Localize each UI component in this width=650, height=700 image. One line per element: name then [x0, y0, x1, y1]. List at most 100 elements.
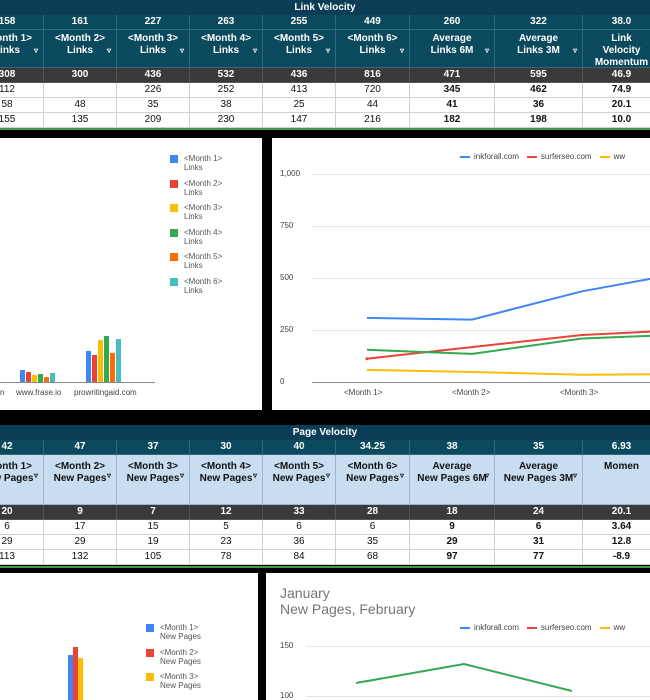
table-cell[interactable]: 29	[410, 535, 495, 550]
legend-item[interactable]: surferseo.com	[519, 623, 592, 632]
table-cell[interactable]: 48	[44, 98, 117, 113]
bar-mark[interactable]	[116, 338, 121, 382]
series-line[interactable]	[366, 368, 650, 376]
summary-cell[interactable]: 322	[495, 15, 583, 30]
column-header[interactable]: Average Links 3M ▿	[495, 30, 583, 68]
pages-bar-chart[interactable]: <Month 1> New Pages <Month 2> New Pages <Mon…	[0, 573, 258, 700]
table-cell[interactable]: 155	[0, 113, 44, 128]
summary-cell[interactable]: 38.0	[583, 15, 650, 30]
table-cell[interactable]: 720	[336, 83, 410, 98]
table-cell[interactable]: 113	[0, 550, 44, 565]
average-cell[interactable]: 18	[410, 505, 495, 520]
bar-mark[interactable]	[110, 352, 115, 382]
filter-icon[interactable]: ▿	[252, 471, 257, 480]
table-cell[interactable]: 36	[263, 535, 336, 550]
average-cell[interactable]: 308	[0, 68, 44, 83]
pages-line-chart[interactable]: January New Pages, February inkforall.co…	[266, 573, 650, 700]
table-cell[interactable]: 35	[336, 535, 410, 550]
column-header[interactable]: Average Links 6M ▿	[410, 30, 495, 68]
table-cell[interactable]: 230	[190, 113, 263, 128]
table-cell[interactable]: 209	[117, 113, 190, 128]
links-bar-chart[interactable]: <Month 1> Links <Month 2> Links <Month 3> Lin…	[0, 138, 262, 410]
filter-icon[interactable]: ▿	[33, 471, 38, 480]
summary-cell[interactable]: 227	[117, 15, 190, 30]
average-cell[interactable]: 20	[0, 505, 44, 520]
summary-cell[interactable]: 34.25	[336, 440, 410, 455]
filter-icon[interactable]: ▿	[179, 471, 184, 480]
filter-icon[interactable]: ▿	[572, 46, 577, 55]
table-cell[interactable]: 105	[117, 550, 190, 565]
average-cell[interactable]: 20.1	[583, 505, 650, 520]
summary-cell[interactable]: 47	[44, 440, 117, 455]
legend-item[interactable]: <Month 6> Links	[184, 277, 222, 295]
legend-item[interactable]: <Month 5> Links	[184, 252, 222, 270]
legend-item[interactable]: <Month 2> New Pages	[160, 648, 201, 666]
table-cell[interactable]: 132	[44, 550, 117, 565]
column-header[interactable]: <Month 4> New Pages ▿	[190, 455, 263, 505]
column-header[interactable]: <Month 3> Links ▿	[117, 30, 190, 68]
table-cell[interactable]: 112	[0, 83, 44, 98]
column-header[interactable]: Link Velocity Momentum	[583, 30, 650, 68]
average-cell[interactable]: 471	[410, 68, 495, 83]
filter-icon[interactable]: ▿	[106, 46, 111, 55]
table-cell[interactable]: 29	[0, 535, 44, 550]
bar-mark[interactable]	[104, 336, 109, 382]
average-cell[interactable]: 7	[117, 505, 190, 520]
column-header[interactable]: Average New Pages 6M ▿	[410, 455, 495, 505]
column-header[interactable]: <Month 2> New Pages ▿	[44, 455, 117, 505]
table-cell[interactable]: 226	[117, 83, 190, 98]
summary-cell[interactable]: 260	[410, 15, 495, 30]
average-cell[interactable]: 436	[117, 68, 190, 83]
table-cell[interactable]: 216	[336, 113, 410, 128]
filter-icon[interactable]: ▿	[106, 471, 111, 480]
average-cell[interactable]: 532	[190, 68, 263, 83]
legend-item[interactable]: <Month 2> Links	[184, 179, 222, 197]
table-cell[interactable]: 17	[44, 520, 117, 535]
legend-item[interactable]: <Month 1> New Pages	[160, 623, 201, 641]
filter-icon[interactable]: ▿	[399, 471, 404, 480]
summary-cell[interactable]: 263	[190, 15, 263, 30]
table-cell[interactable]: 182	[410, 113, 495, 128]
table-cell[interactable]: 36	[495, 98, 583, 113]
summary-cell[interactable]: 6.93	[583, 440, 650, 455]
bar-mark[interactable]	[44, 377, 49, 382]
bar-mark[interactable]	[68, 654, 73, 700]
table-cell[interactable]: 68	[336, 550, 410, 565]
table-cell[interactable]: 77	[495, 550, 583, 565]
summary-cell[interactable]: 38	[410, 440, 495, 455]
table-cell[interactable]	[44, 83, 117, 98]
legend-item[interactable]: <Month 1> Links	[184, 154, 222, 172]
series-line[interactable]	[366, 334, 650, 355]
table-cell[interactable]: 413	[263, 83, 336, 98]
column-header[interactable]: <Month 6> New Pages ▿	[336, 455, 410, 505]
table-cell[interactable]: 20.1	[583, 98, 650, 113]
filter-icon[interactable]: ▿	[484, 46, 489, 55]
series-line[interactable]	[355, 662, 573, 692]
legend-item[interactable]: <Month 3> New Pages	[160, 672, 201, 690]
column-header[interactable]: <Month 4> Links ▿	[190, 30, 263, 68]
table-cell[interactable]: 74.9	[583, 83, 650, 98]
table-cell[interactable]: 84	[263, 550, 336, 565]
filter-icon[interactable]: ▿	[484, 471, 489, 480]
summary-cell[interactable]: 42	[0, 440, 44, 455]
table-cell[interactable]: 78	[190, 550, 263, 565]
summary-cell[interactable]: 255	[263, 15, 336, 30]
average-cell[interactable]: 436	[263, 68, 336, 83]
series-point[interactable]	[365, 357, 369, 361]
column-header[interactable]: <Month 5> New Pages ▿	[263, 455, 336, 505]
bar-mark[interactable]	[92, 355, 97, 382]
series-line[interactable]	[366, 271, 650, 321]
table-cell[interactable]: 19	[117, 535, 190, 550]
column-header[interactable]: <Month 6> Links ▿	[336, 30, 410, 68]
table-cell[interactable]: 41	[410, 98, 495, 113]
table-cell[interactable]: 6	[263, 520, 336, 535]
summary-cell[interactable]: 158	[0, 15, 44, 30]
summary-cell[interactable]: 449	[336, 15, 410, 30]
bar-mark[interactable]	[98, 340, 103, 382]
table-cell[interactable]: 6	[495, 520, 583, 535]
table-cell[interactable]: 35	[117, 98, 190, 113]
table-cell[interactable]: 135	[44, 113, 117, 128]
filter-icon[interactable]: ▿	[33, 46, 38, 55]
table-cell[interactable]: 23	[190, 535, 263, 550]
filter-icon[interactable]: ▿	[179, 46, 184, 55]
